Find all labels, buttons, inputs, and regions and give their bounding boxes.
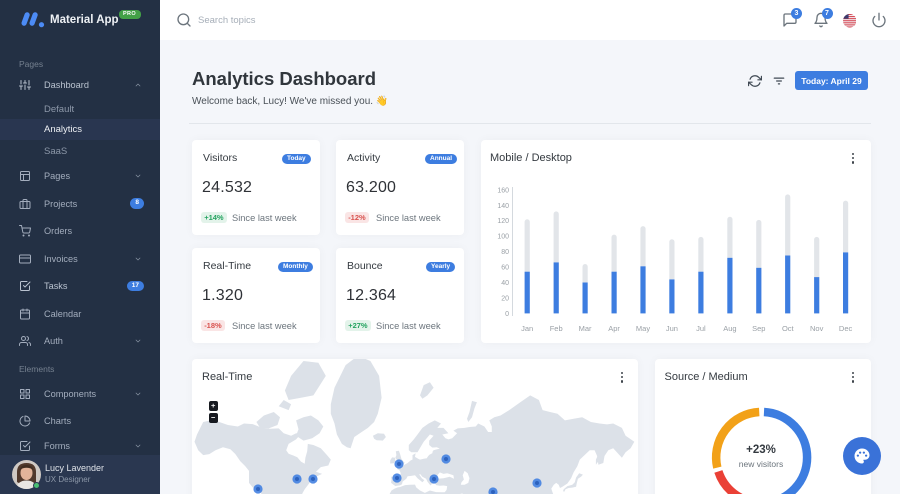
svg-text:40: 40 — [501, 280, 509, 287]
svg-text:100: 100 — [497, 234, 509, 241]
svg-text:Jun: Jun — [666, 324, 678, 333]
svg-text:Apr: Apr — [608, 324, 620, 333]
svg-text:80: 80 — [501, 249, 509, 256]
svg-text:Dec: Dec — [839, 324, 853, 333]
svg-text:140: 140 — [497, 203, 509, 210]
svg-text:Mar: Mar — [579, 324, 592, 333]
svg-text:Jul: Jul — [696, 324, 706, 333]
svg-text:120: 120 — [497, 218, 509, 225]
svg-text:160: 160 — [497, 187, 509, 194]
svg-text:Feb: Feb — [550, 324, 563, 333]
svg-text:Aug: Aug — [723, 324, 736, 333]
svg-text:Jan: Jan — [521, 324, 533, 333]
svg-text:May: May — [636, 324, 650, 333]
svg-text:20: 20 — [501, 296, 509, 303]
svg-text:0: 0 — [505, 311, 509, 318]
svg-text:Oct: Oct — [782, 324, 795, 333]
svg-text:60: 60 — [501, 265, 509, 272]
svg-text:Sep: Sep — [752, 324, 765, 333]
svg-text:Nov: Nov — [810, 324, 824, 333]
